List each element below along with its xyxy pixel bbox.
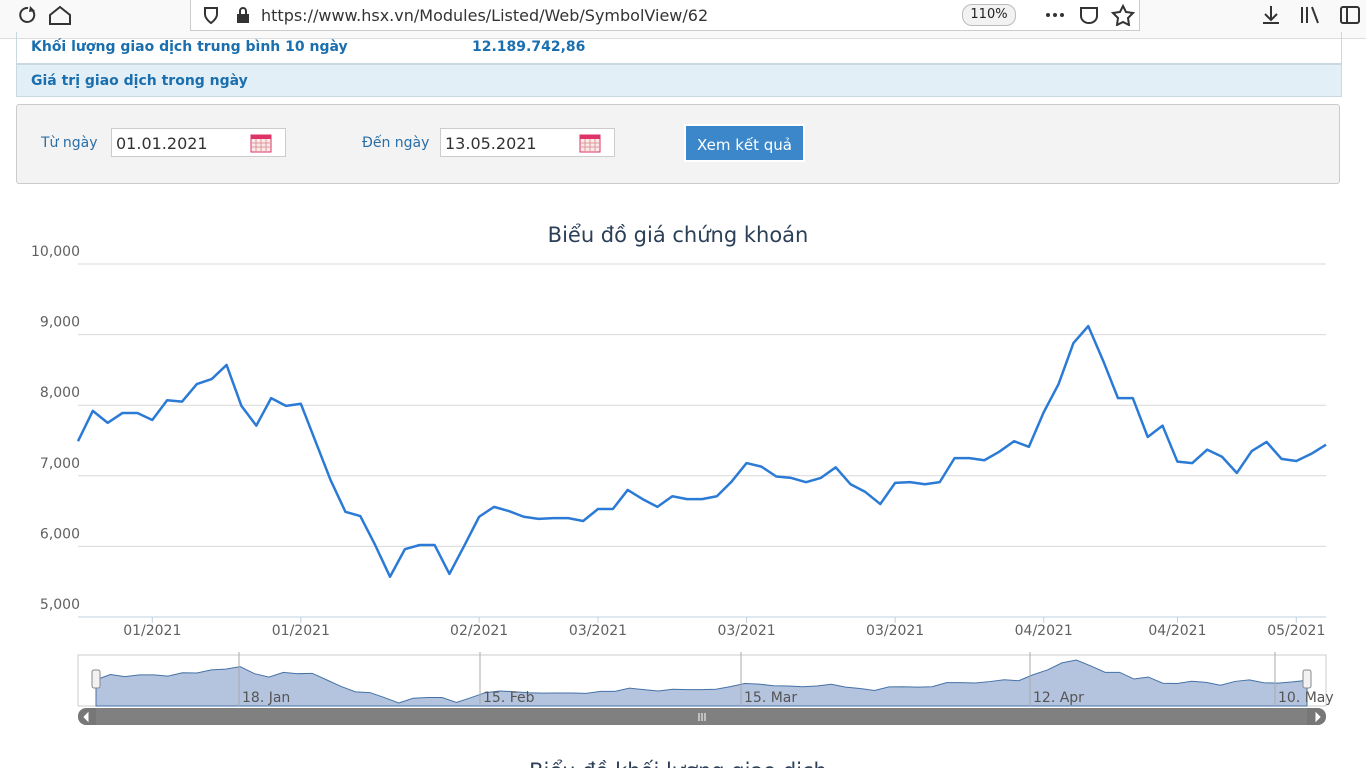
- navigator-label: 15. Mar: [744, 690, 797, 706]
- y-tick-label: 8,000: [40, 385, 80, 401]
- navigator-handle[interactable]: [91, 669, 101, 689]
- navigator-handle[interactable]: [1302, 669, 1312, 689]
- security-icons: [204, 7, 249, 25]
- x-tick-label: 03/2021: [866, 623, 924, 639]
- calendar-icon[interactable]: [579, 133, 601, 153]
- row-value: 12.189.742,86: [472, 39, 586, 55]
- scroll-arrows: [83, 711, 1321, 723]
- row-label: Khối lượng giao dịch trung bình 10 ngày: [31, 39, 348, 55]
- navigator-label: 10. May: [1278, 690, 1334, 706]
- navigator-label: 18. Jan: [242, 690, 290, 706]
- from-label: Từ ngày: [41, 135, 98, 151]
- x-tick-label: 03/2021: [569, 623, 627, 639]
- y-tick-label: 9,000: [40, 315, 80, 331]
- zoom-level[interactable]: 110%: [962, 4, 1016, 26]
- price-line: [76, 324, 1327, 579]
- nav-icons: [19, 5, 71, 25]
- to-label: Đến ngày: [362, 135, 430, 151]
- chart: Biểu đồ giá chứng khoán Biểu đồ khối lượ…: [31, 223, 1334, 768]
- x-tick-label: 05/2021: [1267, 623, 1325, 639]
- url: https://www.hsx.vn/Modules/Listed/Web/Sy…: [261, 6, 709, 25]
- calendar-icon[interactable]: [250, 133, 272, 153]
- y-tick-label: 7,000: [40, 456, 80, 472]
- table-row: Giá trị giao dịch trong ngày: [16, 64, 1342, 97]
- from-value: 01.01.2021: [116, 134, 208, 153]
- row-label: Giá trị giao dịch trong ngày: [31, 73, 248, 89]
- x-tick-label: 02/2021: [450, 623, 508, 639]
- x-tick-label: 01/2021: [272, 623, 330, 639]
- y-tick-label: 5,000: [40, 597, 80, 613]
- x-tick-label: 01/2021: [123, 623, 181, 639]
- address-bar[interactable]: https://www.hsx.vn/Modules/Listed/Web/Sy…: [190, 0, 1140, 31]
- to-value: 13.05.2021: [445, 134, 537, 153]
- navigator-area: [95, 659, 1308, 707]
- y-tick-label: 6,000: [40, 526, 80, 542]
- browser-toolbar: https://www.hsx.vn/Modules/Listed/Web/Sy…: [0, 0, 1366, 39]
- date-form: [16, 104, 1340, 184]
- navigator-label: 15. Feb: [483, 690, 535, 706]
- table-row: Khối lượng giao dịch trung bình 10 ngày …: [16, 32, 1342, 64]
- y-tick-label: 10,000: [31, 244, 80, 260]
- x-tick-label: 04/2021: [1148, 623, 1206, 639]
- x-tick-label: 04/2021: [1015, 623, 1073, 639]
- submit-button[interactable]: Xem kết quả: [684, 124, 805, 162]
- chart-title: Biểu đồ giá chứng khoán: [548, 223, 809, 247]
- next-chart-title: Biểu đồ khối lượng giao dịch: [529, 759, 827, 768]
- page-actions: [1046, 4, 1136, 26]
- navigator-label: 12. Apr: [1033, 690, 1084, 706]
- toolbar-icons: [1263, 6, 1360, 24]
- x-tick-label: 03/2021: [717, 623, 775, 639]
- from-input[interactable]: 01.01.2021: [111, 128, 286, 157]
